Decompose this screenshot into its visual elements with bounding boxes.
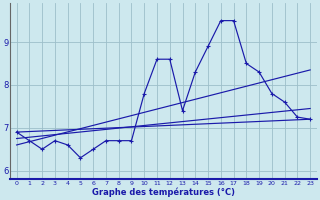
X-axis label: Graphe des températures (°C): Graphe des températures (°C) [92, 187, 235, 197]
